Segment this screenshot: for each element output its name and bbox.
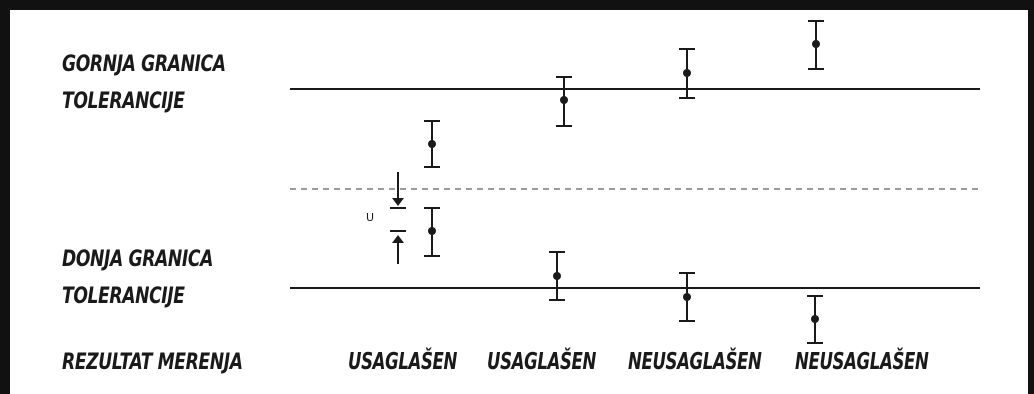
measurement-point: [428, 227, 436, 235]
measurement-point: [560, 96, 568, 104]
measurement-3a: [679, 48, 695, 99]
result-label-1: USAGLAŠEN: [348, 349, 458, 375]
measurement-3b: [679, 272, 695, 322]
measurement-1b: [424, 207, 440, 257]
measurement-2b: [549, 251, 565, 301]
upper-limit-label-line1: GORNJA GRANICA: [62, 52, 226, 77]
measurement-point: [683, 293, 691, 301]
measurement-point: [683, 69, 691, 77]
measurement-point: [553, 272, 561, 280]
uncertainty-indicator: U: [366, 172, 406, 264]
measurement-point: [812, 40, 820, 48]
lower-limit-label-line2: TOLERANCIJE: [62, 284, 185, 309]
result-label-2: USAGLAŠEN: [487, 349, 597, 375]
measurement-point: [811, 315, 819, 323]
measurement-4b: [807, 295, 823, 344]
result-label-3: NEUSAGLAŠEN: [628, 349, 762, 375]
uncertainty-symbol-label: U: [366, 211, 374, 224]
measurement-4a: [808, 20, 824, 70]
upper-limit-label-line2: TOLERANCIJE: [62, 89, 185, 114]
measurement-result-label: REZULTAT MERENJA: [62, 350, 243, 375]
result-label-4: NEUSAGLAŠEN: [795, 349, 929, 375]
lower-limit-label-line1: DONJA GRANICA: [62, 247, 213, 272]
measurement-1a: [424, 120, 440, 168]
uncertainty-arrow-down-head: [392, 198, 404, 206]
measurement-point: [428, 140, 436, 148]
measurement-2a: [556, 76, 572, 127]
uncertainty-arrow-up-head: [392, 235, 404, 243]
